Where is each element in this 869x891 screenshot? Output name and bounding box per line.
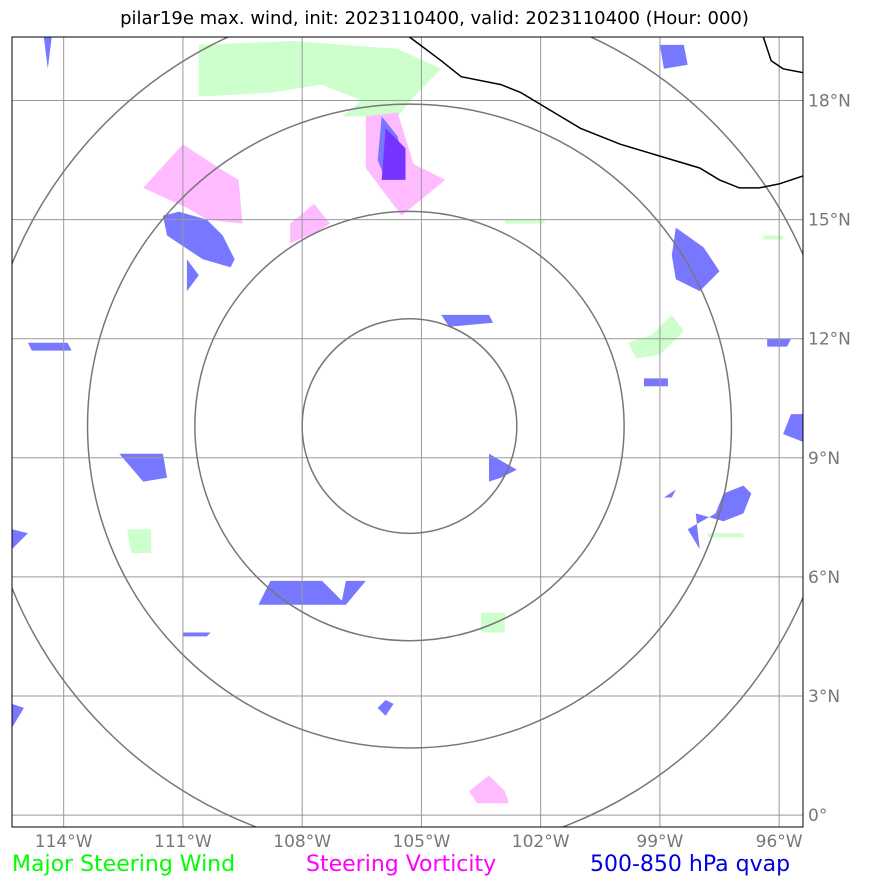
latitude-tick-label: 18°N — [808, 92, 851, 112]
qvap-area — [27, 342, 72, 351]
qvap-area — [12, 703, 24, 728]
vorticity-area — [365, 112, 446, 216]
qvap-core-area — [381, 128, 406, 180]
qvap-area — [644, 378, 668, 387]
legend-steering-wind: Major Steering Wind — [12, 852, 236, 877]
steering-wind-area — [628, 314, 684, 359]
qvap-area — [783, 414, 803, 442]
qvap-area — [182, 632, 211, 637]
qvap-area — [186, 259, 199, 319]
qvap-area — [258, 580, 366, 605]
latitude-tick-label: 12°N — [808, 330, 851, 350]
latitude-tick-label: 15°N — [808, 211, 851, 231]
longitude-tick-label: 105°W — [393, 832, 451, 852]
qvap-area — [663, 489, 676, 498]
longitude-tick-label: 96°W — [756, 832, 803, 852]
range-ring — [194, 210, 625, 642]
longitude-tick-label: 108°W — [273, 832, 331, 852]
qvap-area — [119, 453, 167, 482]
steering-wind-area — [707, 533, 744, 538]
range-ring — [86, 103, 733, 749]
qvap-area — [163, 211, 235, 268]
longitude-tick-label: 111°W — [154, 832, 212, 852]
steering-wind-area — [127, 529, 152, 554]
steering-wind-area — [481, 612, 505, 633]
latitude-tick-label: 0° — [808, 806, 827, 826]
qvap-area — [671, 227, 720, 292]
latitude-tick-label: 6°N — [808, 568, 840, 588]
vorticity-area — [469, 775, 509, 804]
graticule — [12, 37, 803, 827]
legend-steering-vorticity: Steering Vorticity — [306, 852, 497, 877]
longitude-tick-label: 102°W — [512, 832, 570, 852]
axis-tick-labels: 114°W 111°W 108°W 105°W 102°W 99°W 96°W0° 3°N 6°… — [35, 92, 851, 852]
longitude-tick-label: 99°W — [636, 832, 683, 852]
coastline-segment — [762, 37, 803, 74]
steering-wind-area — [198, 41, 442, 117]
qvap-area — [12, 529, 28, 550]
qvap-area — [659, 44, 688, 69]
longitude-tick-label: 114°W — [35, 832, 93, 852]
range-ring — [301, 317, 518, 535]
qvap-area — [377, 700, 394, 716]
coastline-segment — [409, 37, 803, 189]
steering-wind-area — [504, 219, 545, 224]
map-frame — [11, 36, 804, 828]
latitude-tick-label: 9°N — [808, 449, 840, 469]
map-title: pilar19e max. wind, init: 2023110400, va… — [120, 8, 749, 29]
coastline — [409, 37, 803, 189]
range-ring — [12, 37, 803, 827]
qvap-area — [489, 453, 517, 482]
weather-fields — [12, 37, 803, 804]
vorticity-area — [143, 144, 243, 224]
qvap-area — [43, 37, 52, 69]
qvap-area — [441, 314, 493, 327]
legend-qvap: 500-850 hPa qvap — [590, 852, 791, 877]
steering-wind-area — [763, 235, 784, 240]
latitude-tick-label: 3°N — [808, 687, 840, 707]
range-rings — [12, 37, 803, 827]
qvap-area — [687, 485, 752, 550]
vorticity-area — [290, 203, 330, 244]
